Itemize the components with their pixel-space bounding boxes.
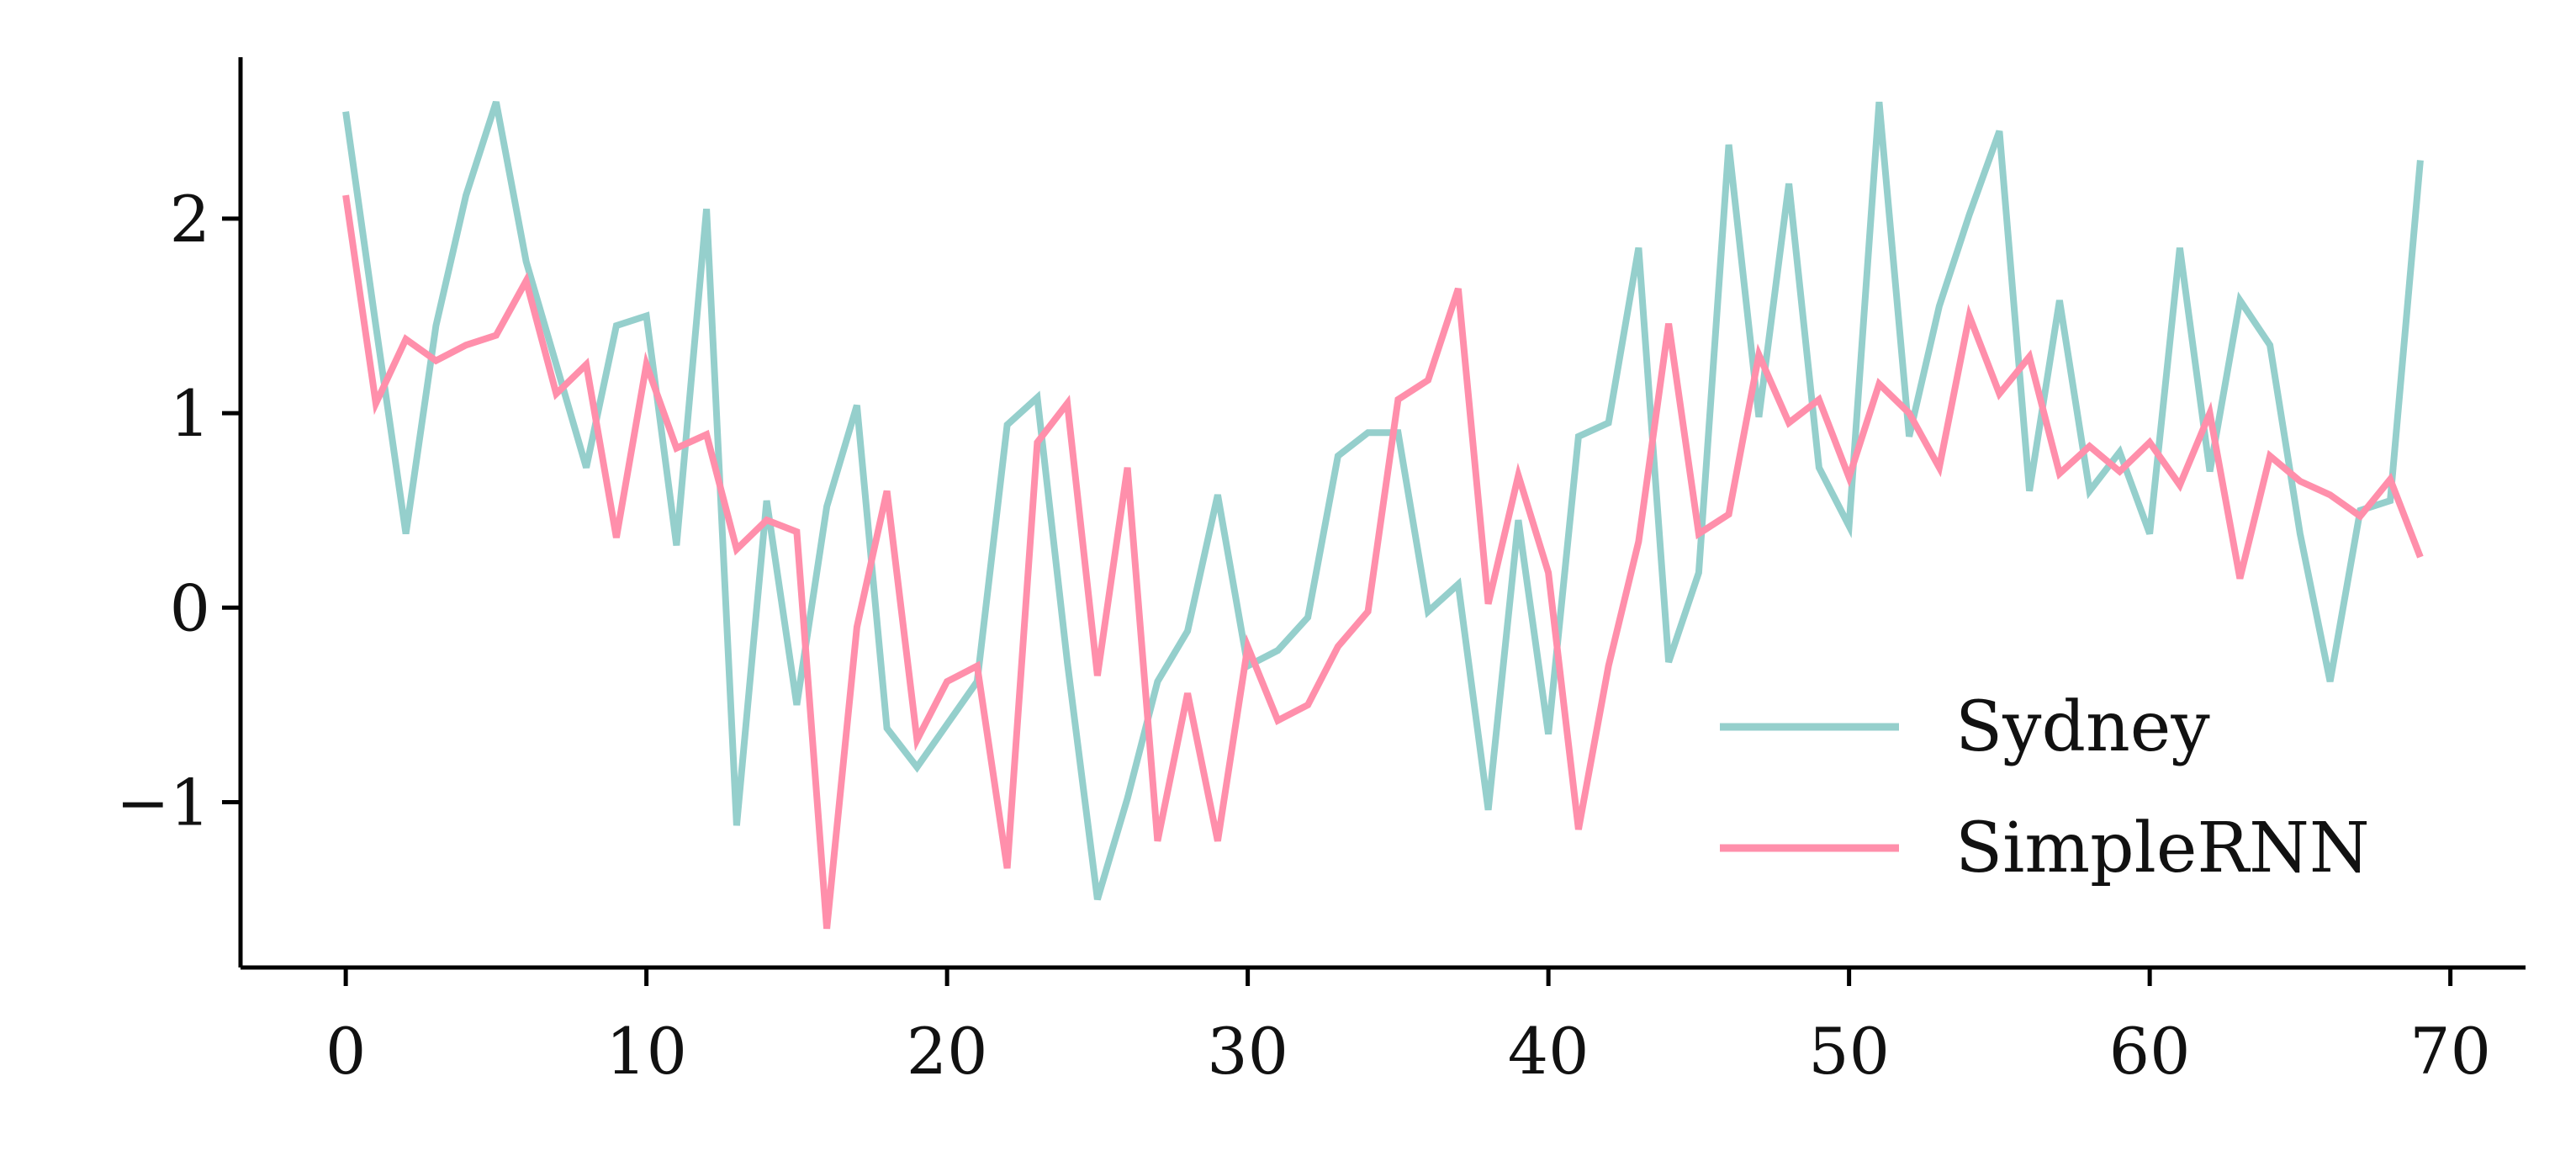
x-tick-label: 10 xyxy=(606,1014,687,1089)
y-tick-label: 0 xyxy=(170,570,210,645)
x-tick-label: 60 xyxy=(2109,1014,2191,1089)
series-line-sydney xyxy=(342,100,2424,901)
y-tick-label: −1 xyxy=(116,765,210,840)
x-tick-label: 40 xyxy=(1508,1014,1590,1089)
legend: Sydney SimpleRNN xyxy=(1720,687,2370,888)
x-tick-label: 70 xyxy=(2409,1014,2491,1089)
x-tick-label: 0 xyxy=(325,1014,366,1089)
y-axis-ticks: −1 0 1 2 xyxy=(116,182,241,840)
axes xyxy=(238,57,2526,970)
series-layer xyxy=(342,100,2424,930)
y-tick-label: 2 xyxy=(170,182,210,257)
legend-label-simplernn: SimpleRNN xyxy=(1955,808,2370,888)
x-tick-label: 20 xyxy=(907,1014,988,1089)
x-tick-label: 30 xyxy=(1207,1014,1288,1089)
x-tick-label: 50 xyxy=(1808,1014,1890,1089)
series-line-simplernn xyxy=(342,194,2424,930)
y-tick-label: 1 xyxy=(170,376,210,451)
x-axis-ticks: 0 10 20 30 40 50 60 70 xyxy=(325,968,2491,1089)
legend-label-sydney: Sydney xyxy=(1955,687,2210,767)
